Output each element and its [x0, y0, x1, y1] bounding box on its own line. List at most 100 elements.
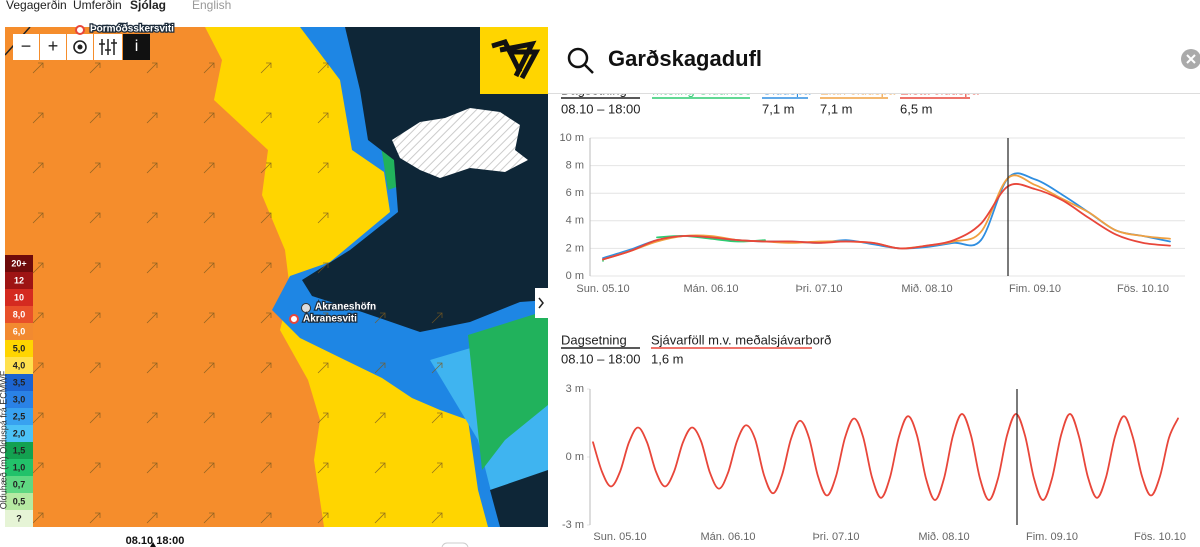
wave-arrow: [203, 362, 215, 374]
wave-arrow: [203, 312, 215, 324]
legend-label: 0,5: [13, 496, 26, 506]
wave-arrow: [374, 362, 386, 374]
wave-arrow: [317, 412, 329, 424]
wave-arrow: [260, 212, 272, 224]
wave-arrow: [431, 412, 443, 424]
x-tick-label: Fös. 10.10: [1117, 283, 1169, 295]
wave-arrow: [374, 412, 386, 424]
legend-label: 3,5: [13, 377, 26, 387]
nav-link[interactable]: Umferðin: [73, 0, 122, 12]
legend-label: Sjávarföll m.v. meðalsjávarborð: [651, 332, 831, 347]
x-tick-label: Sun. 05.10: [593, 531, 646, 543]
legend-swatch: [5, 425, 33, 442]
wave-arrow: [317, 462, 329, 474]
wave-arrow: [89, 262, 101, 274]
panel-toggle[interactable]: [535, 288, 548, 318]
header-label: Dagsetning: [561, 332, 627, 347]
legend-label: 12: [14, 275, 24, 285]
legend-label: ?: [16, 513, 22, 523]
legend-label: 0,7: [13, 479, 26, 489]
wave-arrow: [32, 312, 44, 324]
wave-arrow: [89, 162, 101, 174]
legend-swatch: [5, 459, 33, 476]
place-label: Akranesviti: [303, 314, 357, 325]
map-time: 08.10 18:00: [126, 535, 185, 547]
series-line: [602, 183, 1171, 261]
wave-arrow: [203, 162, 215, 174]
locate-icon: [73, 40, 87, 54]
scroll-handle[interactable]: [441, 542, 469, 547]
top-nav: Vegagerðin Umferðin Sjólag English: [6, 0, 231, 12]
x-tick-label: Mið. 08.10: [901, 283, 952, 295]
wave-arrow: [146, 62, 158, 74]
search-bar[interactable]: [548, 27, 1200, 93]
wave-arrow: [431, 512, 443, 524]
legend-label: 2,5: [13, 411, 26, 421]
wave-arrow: [89, 462, 101, 474]
legend-swatch: [5, 272, 33, 289]
wave-arrow: [32, 512, 44, 524]
wave-arrow: [89, 512, 101, 524]
x-tick-label: Þri. 07.10: [812, 531, 859, 543]
legend-swatch: [5, 357, 33, 374]
legend-label: 2,0: [13, 428, 26, 438]
legend-title: Ölduhæð (m) Ölduspá frá ECMWF: [0, 370, 8, 509]
y-tick-label: 0 m: [566, 270, 584, 282]
zoom-in-button[interactable]: [40, 34, 66, 60]
legend-swatch: [5, 374, 33, 391]
wave-arrow: [260, 412, 272, 424]
y-tick-label: 0 m: [566, 451, 584, 463]
wave-arrow: [317, 112, 329, 124]
legend-label: 8,0: [13, 309, 26, 319]
info-label: i: [135, 38, 139, 55]
wave-arrow: [203, 512, 215, 524]
legend-swatch: [5, 306, 33, 323]
wave-arrow: [260, 112, 272, 124]
y-tick-label: 3 m: [566, 383, 584, 395]
place-marker[interactable]: [289, 314, 299, 324]
wave-arrow: [32, 262, 44, 274]
wave-arrow: [260, 512, 272, 524]
place-marker[interactable]: [75, 25, 85, 35]
wave-arrow: [146, 212, 158, 224]
legend-swatch: [5, 289, 33, 306]
wave-arrow: [32, 362, 44, 374]
legend-label: 6,0: [13, 326, 26, 336]
wave-arrow: [431, 462, 443, 474]
wave-arrow: [203, 62, 215, 74]
wave-arrow: [32, 112, 44, 124]
harbour-marker[interactable]: [301, 303, 311, 313]
current-value: 7,1 m: [820, 101, 853, 116]
info-button[interactable]: [123, 34, 150, 60]
wave-arrow: [146, 412, 158, 424]
wave-arrow: [317, 162, 329, 174]
nav-link[interactable]: Vegagerðin: [6, 0, 67, 12]
wave-arrow: [146, 362, 158, 374]
x-tick-label: Fös. 10.10: [1134, 531, 1186, 543]
zoom-out-label: −: [21, 36, 32, 56]
wave-arrow: [374, 462, 386, 474]
locate-icon: [77, 44, 83, 50]
wave-arrow: [260, 162, 272, 174]
wave-arrow: [317, 362, 329, 374]
map[interactable]: [5, 27, 548, 527]
legend-label: 10: [14, 292, 24, 302]
legend-swatch: [5, 493, 33, 510]
wave-arrow: [317, 512, 329, 524]
zoom-out-button[interactable]: [13, 34, 39, 60]
legend-swatch: [5, 255, 33, 272]
x-tick-label: Fim. 09.10: [1009, 283, 1061, 295]
wave-arrow: [89, 212, 101, 224]
wave-arrow: [146, 312, 158, 324]
map-legend: 20+ 12 10 8,0 6,0 5,0 4,0 3,5 3,0 2,5 2,0 1,5 1,0 0,7…: [5, 255, 33, 527]
wave-arrow: [89, 312, 101, 324]
wave-arrow: [203, 262, 215, 274]
header-value: 08.10 – 18:00: [561, 101, 641, 116]
legend-label: 1,0: [13, 462, 26, 472]
nav-link[interactable]: English: [192, 0, 231, 12]
wave-arrow: [146, 462, 158, 474]
nav-link[interactable]: Sjólag: [130, 0, 166, 12]
legend-label: 4,0: [13, 360, 26, 370]
place-label: Þormóðsskersviti: [90, 23, 174, 35]
